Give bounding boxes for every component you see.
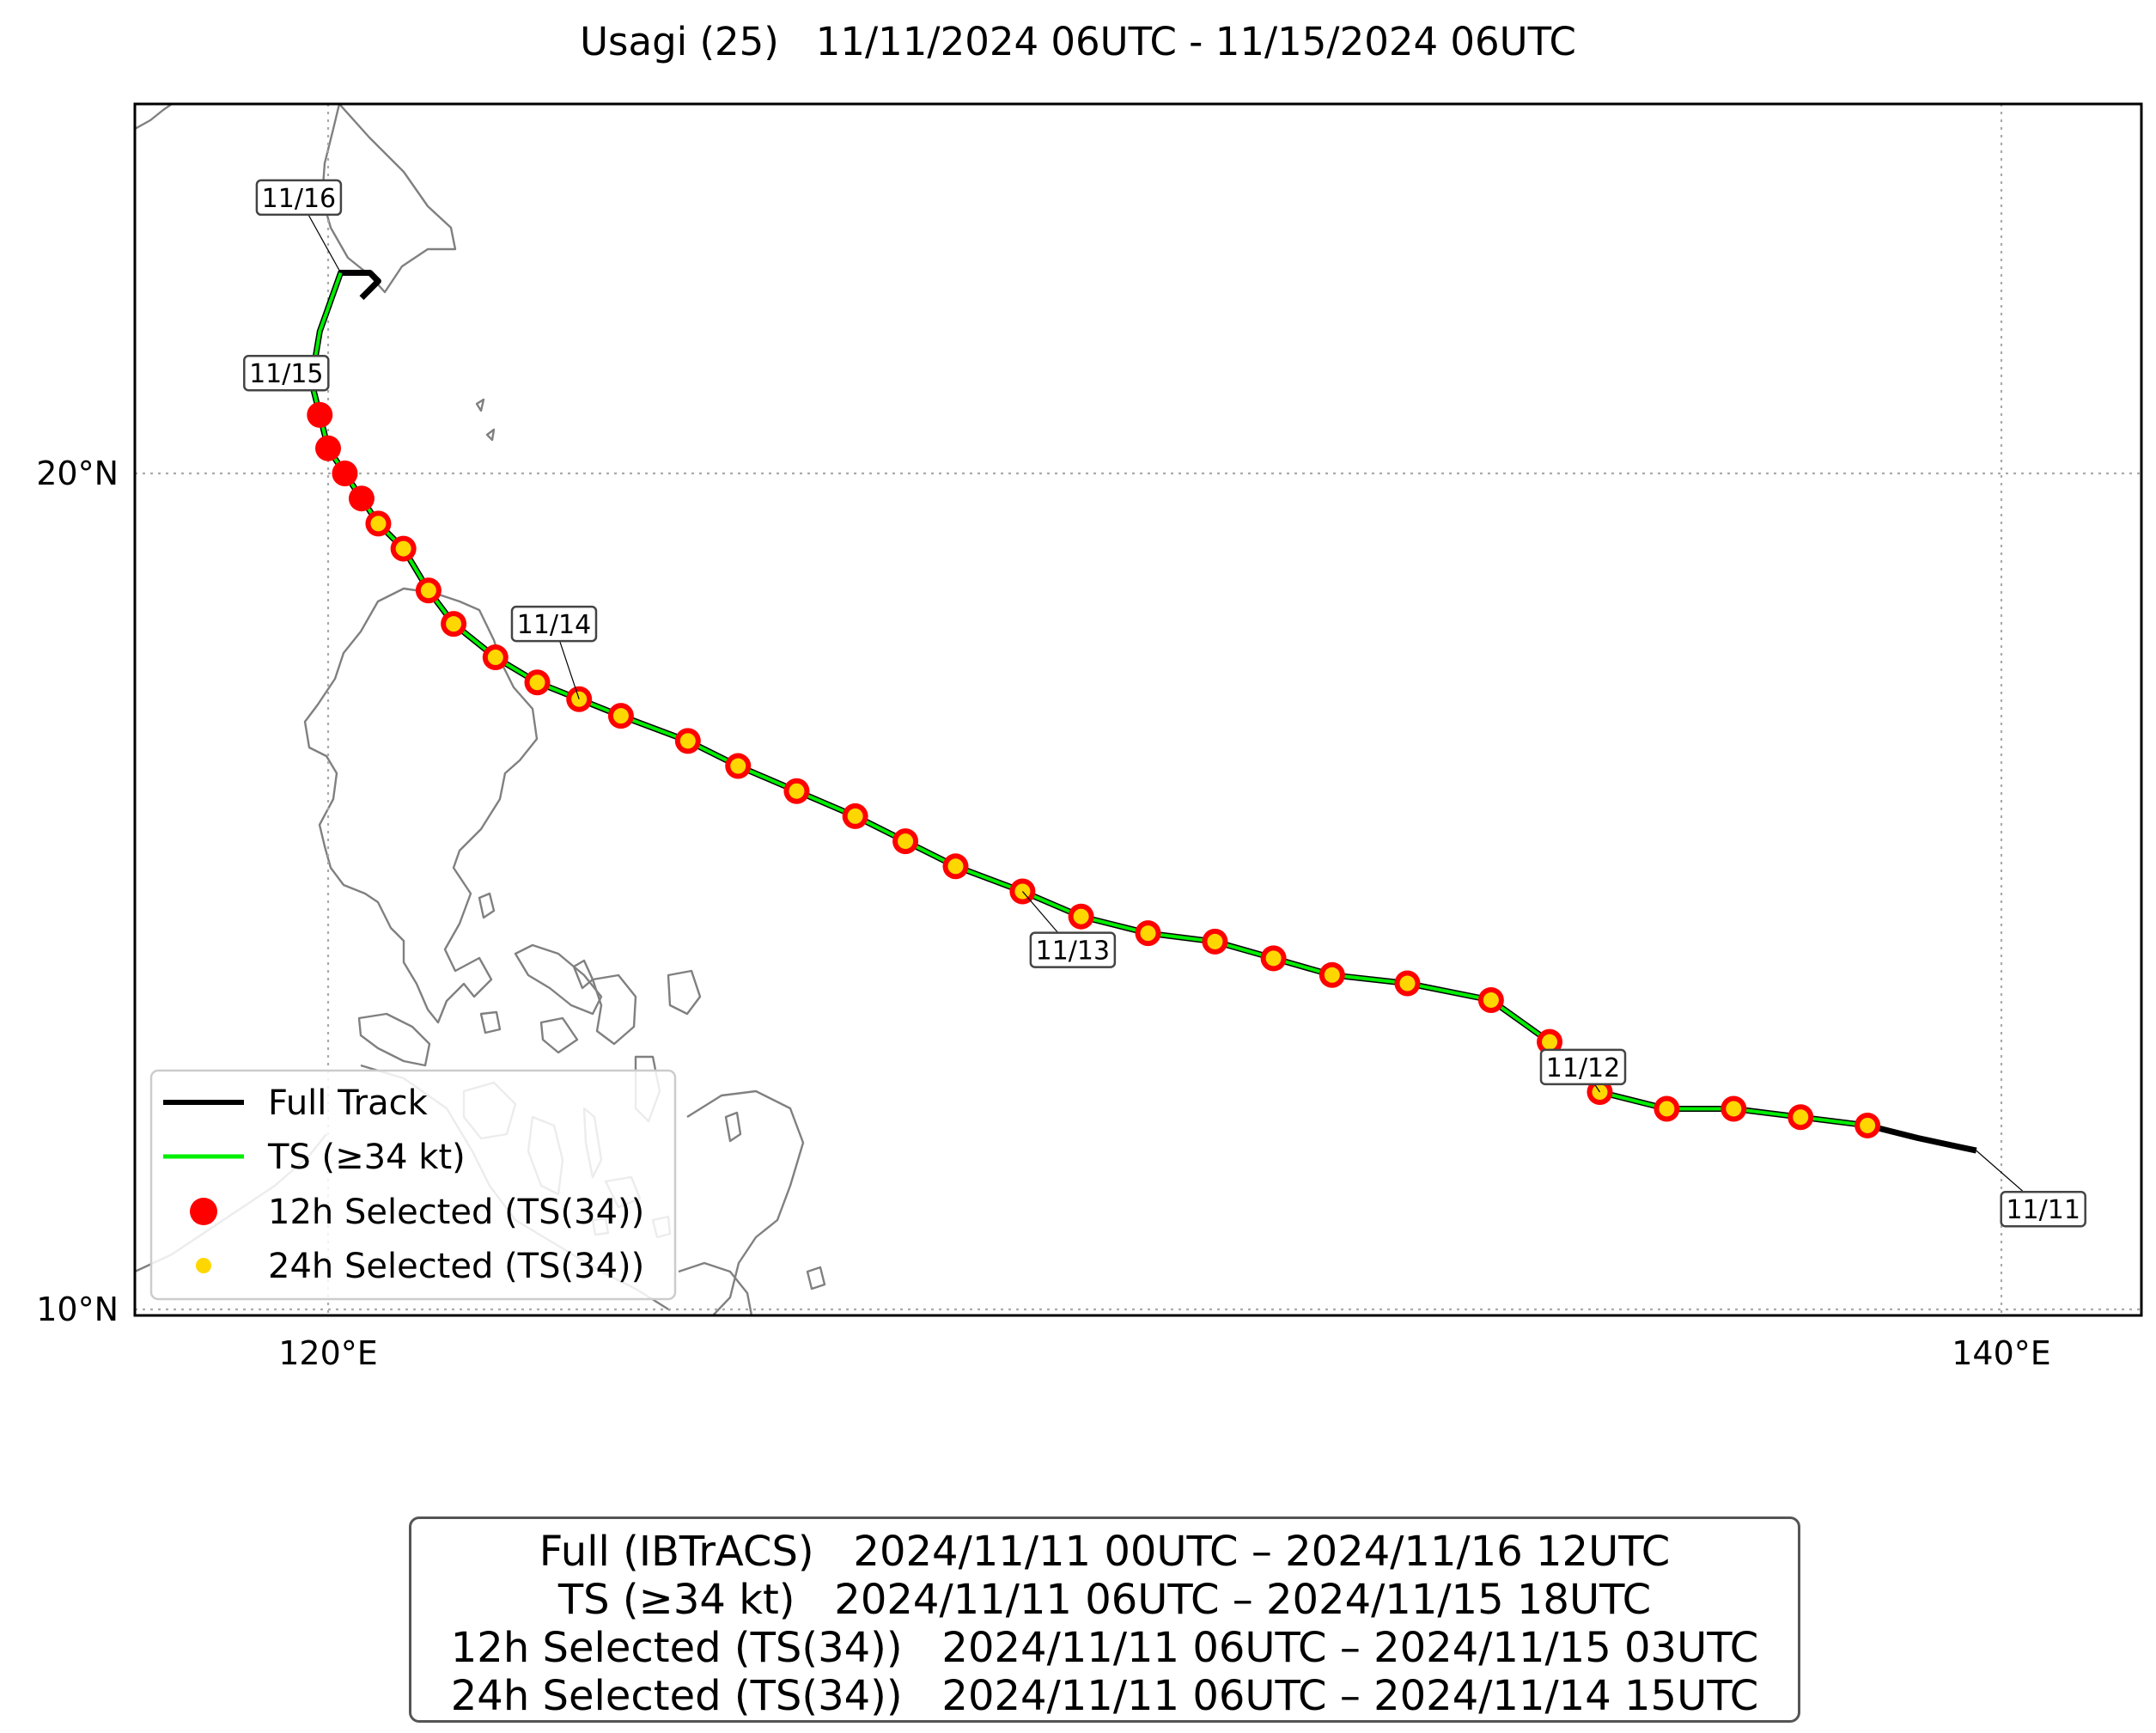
- selected-24h-point-25: [420, 583, 436, 599]
- date-label-4: 11/15: [249, 359, 323, 389]
- selected-24h-point-18: [730, 758, 746, 774]
- selected-24h-point-5: [1542, 1034, 1558, 1050]
- x-tick-label-120e: 120°E: [278, 1334, 378, 1372]
- summary-full-line: Full (IBTrACS) 2024/11/11 00UTC – 2024/1…: [539, 1528, 1671, 1576]
- coastline-mindoro: [357, 1012, 431, 1067]
- selected-24h-point-12: [1073, 908, 1089, 924]
- selected-24h-point-0: [1860, 1117, 1876, 1133]
- date-label-box-0: [2000, 1190, 2086, 1228]
- coastline-china: [135, 104, 173, 131]
- legend-12h-label: 12h Selected (TS(34)): [268, 1193, 644, 1232]
- summary-box: Full (IBTrACS) 2024/11/11 00UTC – 2024/1…: [409, 1516, 1800, 1723]
- selected-24h-point-20: [612, 708, 629, 724]
- date-label-2: 11/13: [1036, 937, 1110, 967]
- legend-full-track-label: Full Track: [268, 1083, 429, 1123]
- selected-24h-point-24: [446, 616, 462, 632]
- date-label-5: 11/16: [262, 184, 336, 214]
- coastline-islet-1: [475, 398, 485, 412]
- date-label-box-1: [1539, 1048, 1627, 1086]
- selected-24h-point-6: [1483, 992, 1499, 1008]
- selected-12h-point-28: [348, 485, 375, 512]
- coastline-luzon: [303, 587, 539, 1024]
- selected-24h-point-8: [1324, 967, 1340, 983]
- selected-24h-point-17: [789, 783, 805, 799]
- coastline-mindanao-north: [678, 1261, 753, 1315]
- legend: Full Track TS (≥34 kt) 12h Selected (TS(…: [149, 1069, 677, 1301]
- date-label-1: 11/12: [1546, 1053, 1620, 1083]
- coastline-sulu: [806, 1266, 826, 1291]
- date-label-layer: 11/11 11/12 11/13 11/14 11/15 11/16: [243, 179, 2086, 1228]
- map-frame: [133, 102, 2143, 1317]
- selected-24h-point-9: [1265, 950, 1282, 967]
- figure-title: Usagi (25) 11/11/2024 06UTC - 11/15/2024…: [580, 19, 1576, 64]
- legend-ts-label: TS (≥34 kt): [267, 1138, 466, 1177]
- legend-box: [149, 1069, 677, 1301]
- coastline-polillo: [478, 892, 496, 919]
- summary-12h-line: 12h Selected (TS(34)) 2024/11/11 06UTC –…: [450, 1624, 1759, 1672]
- date-label-0: 11/11: [2006, 1195, 2080, 1225]
- x-tick-label-140e: 140°E: [1952, 1334, 2051, 1372]
- date-label-box-5: [255, 179, 343, 217]
- selected-24h-point-3: [1659, 1101, 1675, 1117]
- selected-24h-point-1: [1793, 1109, 1809, 1126]
- track-map: 11/11 11/12 11/13 11/14 11/15 11/16 120°E 140…: [36, 102, 2143, 1372]
- selected-24h-point-11: [1140, 925, 1156, 942]
- coastline-islet-2: [485, 428, 496, 442]
- selected-24h-point-14: [947, 858, 964, 875]
- date-label-box-4: [243, 354, 330, 392]
- selected-24h-point-10: [1207, 933, 1223, 949]
- coastline-dinagat: [724, 1111, 742, 1143]
- selected-24h-point-22: [529, 674, 545, 691]
- summary-ts-line: TS (≥34 kt) 2024/11/11 06UTC – 2024/11/1…: [557, 1576, 1652, 1624]
- date-label-3: 11/14: [517, 610, 591, 640]
- selected-24h-point-19: [679, 733, 696, 749]
- selected-24h-point-23: [487, 650, 503, 666]
- coastline-mindanao: [686, 1089, 805, 1315]
- date-label-box-3: [510, 605, 598, 643]
- selected-24h-point-27: [370, 516, 387, 532]
- selected-24h-point-7: [1399, 975, 1416, 992]
- coastline-samar: [591, 973, 637, 1046]
- legend-24h-label: 24h Selected (TS(34)): [268, 1247, 644, 1286]
- selected-24h-point-26: [395, 540, 411, 557]
- y-tick-label-20n: 20°N: [36, 455, 119, 492]
- summary-24h-line: 24h Selected (TS(34)) 2024/11/11 06UTC –…: [450, 1672, 1759, 1720]
- coastline-samar-2: [667, 969, 702, 1016]
- coastline-burias: [539, 1016, 579, 1054]
- selected-12h-point-31: [307, 401, 333, 428]
- date-label-box-2: [1029, 931, 1117, 968]
- selected-24h-point-16: [847, 808, 863, 824]
- y-tick-label-10n: 10°N: [36, 1291, 119, 1328]
- selected-12h-point-30: [315, 435, 341, 461]
- coastline-marinduque: [479, 1010, 502, 1034]
- legend-24h-swatch: [196, 1258, 211, 1273]
- selected-24h-point-2: [1726, 1101, 1742, 1117]
- legend-12h-swatch: [190, 1198, 217, 1225]
- coastline-masbate: [514, 943, 603, 1016]
- selected-24h-point-15: [898, 833, 914, 850]
- selected-12h-point-29: [332, 461, 358, 486]
